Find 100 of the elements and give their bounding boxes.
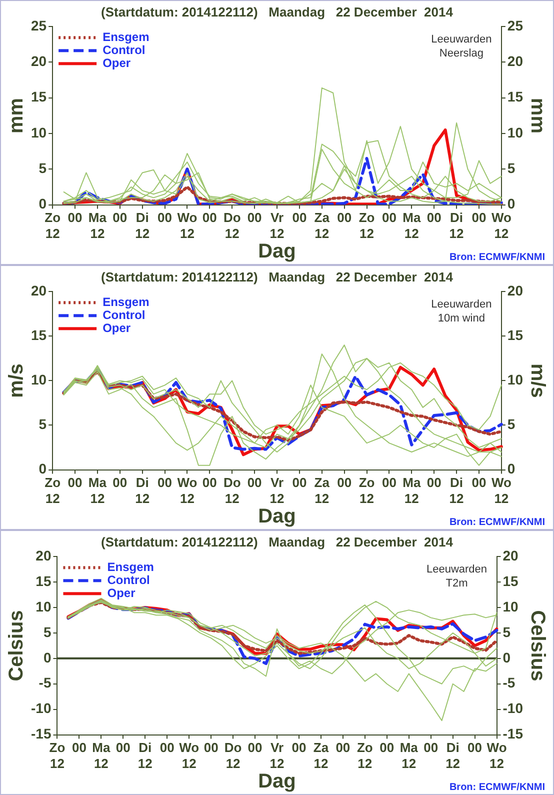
y-tick-label: 25 bbox=[30, 17, 47, 34]
x-tick-label: 00 bbox=[160, 740, 174, 756]
y2-tick-label: 0 bbox=[502, 649, 511, 666]
chart-title: (Startdatum: 2014122112) Maandag 22 December 2014 bbox=[101, 269, 454, 284]
y2-tick-label: 0 bbox=[507, 460, 516, 477]
y-tick-label: 0 bbox=[43, 649, 52, 666]
y2-tick-label: -10 bbox=[502, 700, 524, 716]
x-tick-label: 00 bbox=[337, 210, 352, 226]
text: Bron: ECMWF/KNMI bbox=[449, 252, 546, 263]
y2-tick-label: 5 bbox=[507, 416, 516, 432]
x-tick-label: Ma 12 bbox=[88, 210, 108, 241]
x-tick-label: 00 bbox=[112, 210, 128, 226]
y2-axis-title: m/s bbox=[526, 363, 548, 398]
x-tick-label: 00 bbox=[116, 740, 130, 756]
y2-tick-label: -15 bbox=[502, 726, 524, 742]
x-tick-label: 00 bbox=[424, 740, 438, 756]
y-axis-title: Celsius bbox=[6, 610, 28, 682]
y-tick-label: 20 bbox=[30, 53, 47, 70]
y2-tick-label: 10 bbox=[507, 124, 524, 140]
y2-axis-title: mm bbox=[526, 98, 548, 134]
x-tick-label: 00 bbox=[202, 210, 217, 226]
y2-tick-label: 15 bbox=[507, 327, 524, 344]
y2-tick-label: 25 bbox=[507, 17, 524, 34]
y2-tick-label: 10 bbox=[507, 372, 524, 388]
x-tick-label: 00 bbox=[68, 210, 82, 226]
y-tick-label: 10 bbox=[36, 598, 52, 614]
x-tick-label: Zo 12 bbox=[358, 210, 375, 241]
x-tick-label: 00 bbox=[112, 475, 128, 490]
y-tick-label: 0 bbox=[38, 196, 47, 212]
x-tick-label: Zo 12 bbox=[44, 210, 61, 241]
x-tick-label: 00 bbox=[158, 475, 172, 490]
x-tick-label: Di 12 bbox=[135, 210, 150, 241]
x-tick-label: 00 bbox=[247, 210, 262, 226]
x-tick-label: Zo 12 bbox=[44, 475, 61, 506]
y-tick-label: -10 bbox=[31, 700, 52, 716]
x-tick-label: 00 bbox=[202, 475, 217, 490]
x-axis-title: Dag bbox=[258, 770, 296, 793]
y2-tick-label: 5 bbox=[507, 160, 516, 176]
y-tick-label: 5 bbox=[38, 160, 47, 176]
x-tick-label: Ma 12 bbox=[92, 740, 111, 771]
y2-tick-label: 5 bbox=[502, 624, 511, 640]
legend-label: Control bbox=[107, 572, 150, 587]
text: Bron: ECMWF/KNMI bbox=[449, 517, 546, 528]
legend-label: Control bbox=[102, 308, 146, 322]
x-tick-label: 00 bbox=[380, 740, 394, 756]
y-axis-title: mm bbox=[6, 98, 28, 134]
annotation: Leeuwarden T2m bbox=[426, 564, 488, 590]
annotation: Leeuwarden 10m wind bbox=[431, 298, 492, 325]
chart-title: (Startdatum: 2014122112) Maandag 22 December 2014 bbox=[101, 4, 454, 20]
y2-tick-label: 20 bbox=[507, 53, 524, 70]
x-tick-label: 00 bbox=[472, 475, 486, 490]
x-tick-label: 00 bbox=[292, 475, 307, 490]
x-tick-label: Za 12 bbox=[314, 475, 330, 506]
y-tick-label: -15 bbox=[31, 726, 52, 742]
y2-tick-label: 20 bbox=[502, 547, 519, 564]
x-tick-label: Vr 12 bbox=[270, 210, 284, 241]
x-tick-label: Zo 12 bbox=[358, 475, 375, 506]
y2-tick-label: 0 bbox=[507, 196, 516, 212]
x-tick-label: Zo 12 bbox=[49, 740, 66, 771]
y-tick-label: 5 bbox=[38, 416, 47, 432]
y2-axis-title: Celsius bbox=[526, 610, 548, 682]
x-tick-label: 00 bbox=[426, 210, 442, 226]
legend-label: Oper bbox=[102, 320, 131, 335]
y-axis-title: m/s bbox=[6, 363, 28, 398]
x-tick-label: 00 bbox=[158, 210, 172, 226]
x-tick-label: 00 bbox=[247, 475, 262, 490]
x-tick-label: 00 bbox=[337, 475, 352, 490]
x-tick-label: Do 12 bbox=[223, 475, 241, 506]
x-tick-label: Di 12 bbox=[135, 475, 150, 506]
x-tick-label: Wo 12 bbox=[179, 740, 200, 771]
x-tick-label: Di 12 bbox=[446, 740, 460, 771]
x-tick-label: 00 bbox=[68, 475, 82, 490]
x-tick-label: 00 bbox=[336, 740, 350, 756]
x-tick-label: Ma 12 bbox=[402, 210, 422, 241]
x-tick-label: Vr 12 bbox=[270, 475, 284, 506]
x-tick-label: Wo 12 bbox=[177, 475, 198, 506]
x-axis-title: Dag bbox=[258, 240, 296, 263]
y2-tick-label: 15 bbox=[507, 88, 524, 105]
legend-label: Control bbox=[102, 42, 146, 57]
y-tick-label: 10 bbox=[30, 124, 47, 140]
y-tick-label: -5 bbox=[38, 674, 52, 691]
x-tick-label: 00 bbox=[382, 210, 396, 226]
x-tick-label: Ma 12 bbox=[400, 740, 419, 771]
x-tick-label: Za 12 bbox=[314, 210, 330, 241]
x-tick-label: 00 bbox=[292, 740, 306, 756]
x-tick-label: Wo 12 bbox=[491, 210, 512, 241]
y-tick-label: 15 bbox=[30, 88, 47, 105]
x-tick-label: Wo 12 bbox=[486, 740, 507, 771]
x-tick-label: Za 12 bbox=[313, 740, 330, 771]
x-tick-label: Wo 12 bbox=[491, 475, 512, 506]
x-tick-label: 00 bbox=[382, 475, 396, 490]
annotation: Leeuwarden Neerslag bbox=[431, 34, 492, 60]
y2-tick-label: -5 bbox=[502, 674, 516, 691]
legend-label: Ensgem bbox=[107, 560, 154, 574]
y2-tick-label: 20 bbox=[507, 282, 524, 298]
x-tick-label: Ma 12 bbox=[402, 475, 422, 506]
y-tick-label: 10 bbox=[30, 372, 47, 388]
x-tick-label: 00 bbox=[248, 740, 262, 756]
legend-label: Oper bbox=[102, 56, 131, 70]
chart-title: (Startdatum: 2014122112) Maandag 22 December 2014 bbox=[101, 534, 454, 550]
